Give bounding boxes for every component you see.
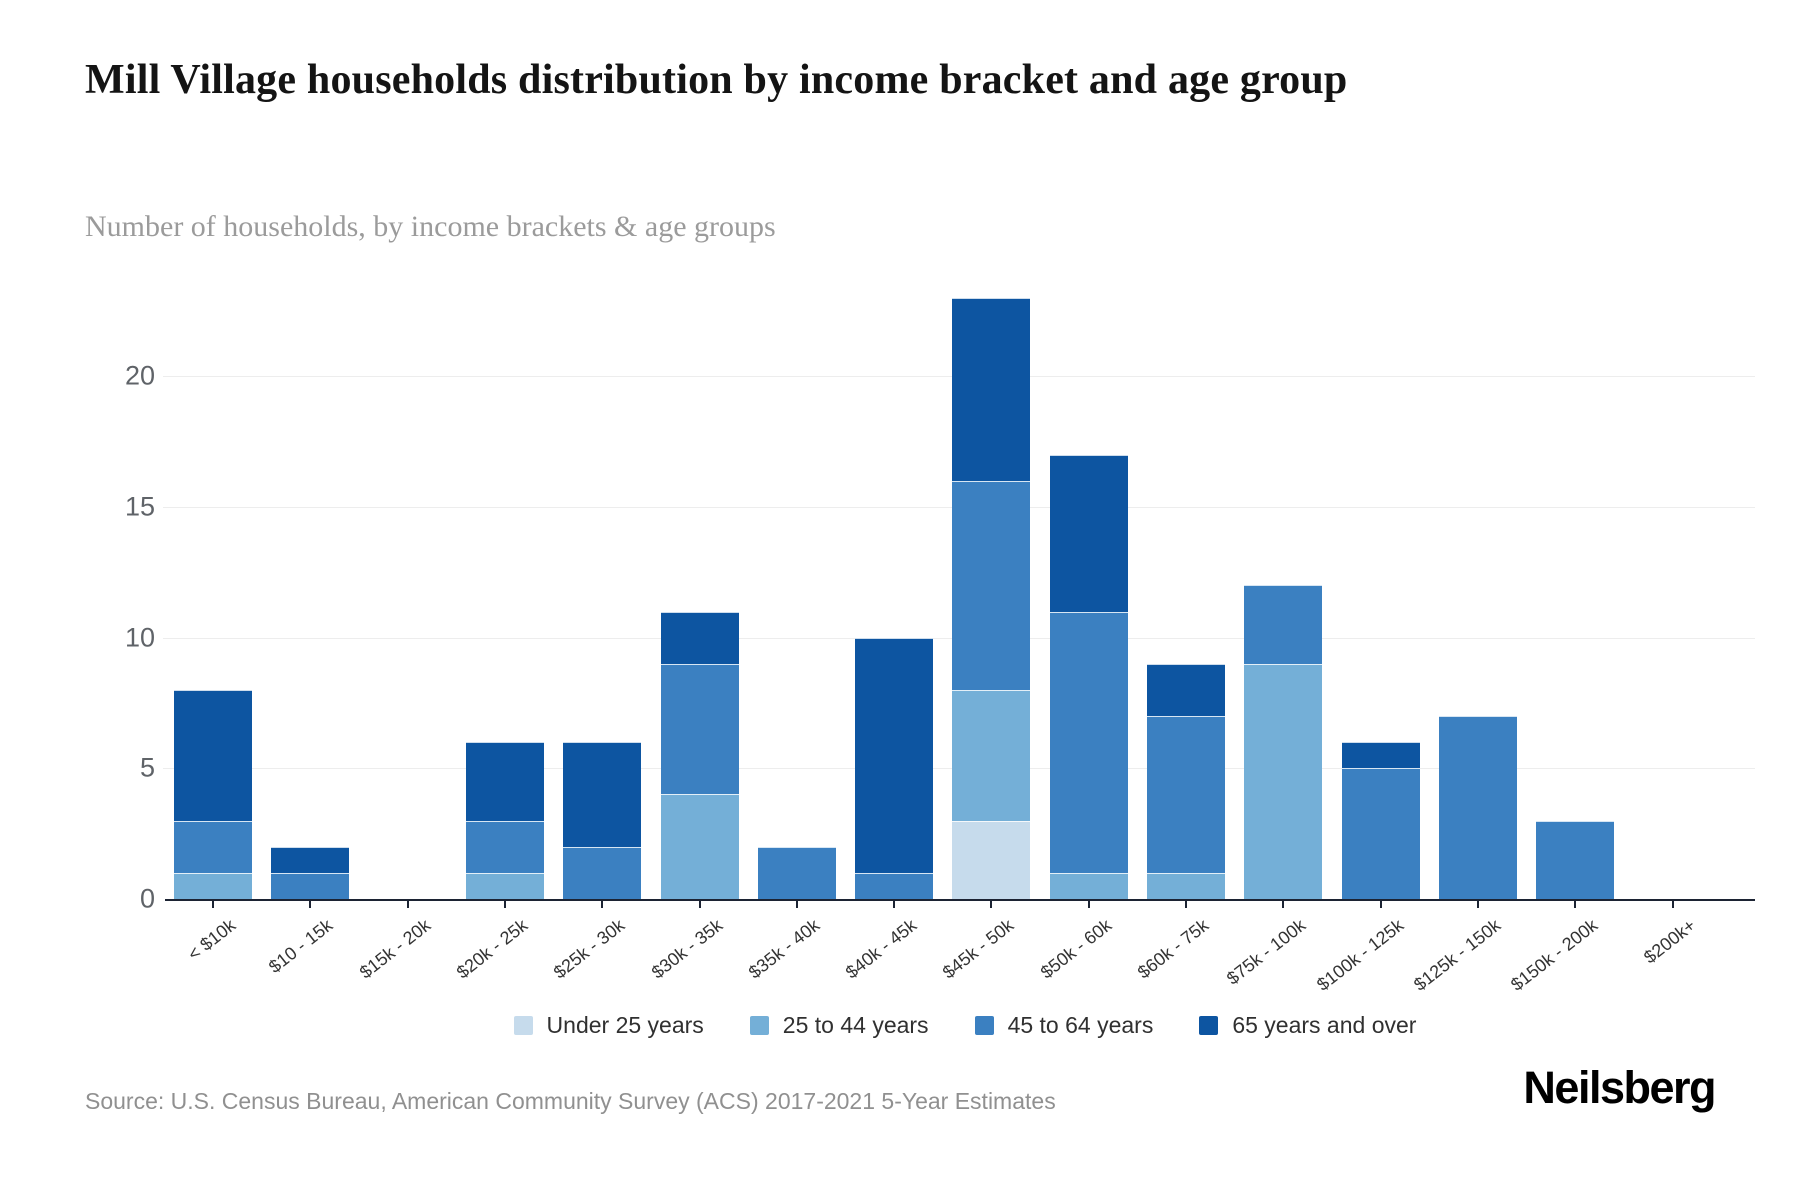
legend-item[interactable]: Under 25 years	[513, 1012, 704, 1039]
legend-swatch	[749, 1016, 769, 1035]
legend-swatch	[974, 1016, 994, 1035]
x-tick	[1671, 901, 1674, 908]
y-tick-label-10: 10	[124, 622, 155, 653]
source-text: Source: U.S. Census Bureau, American Com…	[85, 1088, 1056, 1114]
x-tick-label: $50k - 60k	[1036, 915, 1116, 983]
bar-segment[interactable]	[1244, 585, 1323, 664]
x-tick-label: < $10k	[184, 915, 240, 965]
x-tick-label: $125k - 150k	[1409, 915, 1505, 995]
legend-swatch	[1199, 1016, 1219, 1035]
legend-swatch	[513, 1016, 533, 1035]
x-tick-label: $75k - 100k	[1223, 915, 1310, 989]
legend: Under 25 years 25 to 44 years 45 to 64 yea…	[175, 1012, 1755, 1039]
bar-segment[interactable]	[660, 663, 739, 795]
legend-label: 65 years and over	[1232, 1012, 1417, 1038]
bar-segment[interactable]	[271, 872, 350, 899]
bar-segment[interactable]	[952, 689, 1031, 821]
x-tick	[1476, 901, 1479, 908]
bar-segment[interactable]	[563, 742, 642, 847]
bar-segment[interactable]	[271, 846, 350, 873]
x-tick	[795, 901, 798, 908]
x-tick	[1379, 901, 1382, 908]
legend-label: Under 25 years	[546, 1012, 704, 1038]
bar-segment[interactable]	[1244, 663, 1323, 899]
bar-segment[interactable]	[174, 872, 252, 899]
x-tick	[406, 901, 409, 908]
x-tick-label: $150k - 200k	[1507, 915, 1602, 995]
x-tick	[893, 901, 896, 908]
y-tick-label-20: 20	[124, 360, 155, 391]
bar-segment[interactable]	[465, 872, 544, 899]
x-tick-label: $10 - 15k	[265, 915, 337, 977]
bar-segment[interactable]	[174, 689, 252, 821]
bar-segment[interactable]	[855, 872, 934, 899]
x-tick	[1087, 901, 1090, 908]
bar-segment[interactable]	[1049, 872, 1128, 899]
x-tick-label: $30k - 35k	[647, 915, 726, 983]
y-tick-label-15: 15	[124, 491, 155, 522]
x-tick-label: $25k - 30k	[549, 915, 629, 983]
y-tick-label-0: 0	[139, 883, 155, 914]
x-tick	[212, 901, 214, 908]
bar-segment[interactable]	[1147, 872, 1225, 899]
x-tick-label: $15k - 20k	[355, 915, 434, 983]
x-tick-label: $45k - 50k	[939, 915, 1018, 983]
x-tick	[1282, 901, 1285, 908]
x-axis-line	[165, 899, 1755, 901]
x-tick	[309, 901, 312, 908]
x-tick	[698, 901, 701, 908]
x-tick-label: $20k - 25k	[452, 915, 532, 983]
y-tick-label-5: 5	[139, 752, 155, 783]
bar-segment[interactable]	[1341, 768, 1420, 899]
bar-segment[interactable]	[465, 820, 544, 873]
x-tick-label: $100k - 125k	[1312, 915, 1407, 995]
page-subtitle: Number of households, by income brackets…	[85, 210, 776, 243]
legend-item[interactable]: 65 years and over	[1199, 1012, 1416, 1039]
x-tick-label: $200k+	[1639, 915, 1699, 968]
bar-segment[interactable]	[1147, 663, 1225, 717]
x-tick-label: $35k - 40k	[744, 915, 824, 983]
bar-segment[interactable]	[952, 480, 1031, 690]
bar-segment[interactable]	[1147, 716, 1225, 873]
bar-segment[interactable]	[563, 846, 642, 899]
x-tick	[990, 901, 993, 908]
x-tick-label: $40k - 45k	[841, 915, 921, 983]
bar-segment[interactable]	[757, 846, 836, 899]
bar-segment[interactable]	[952, 820, 1031, 899]
bar-segment[interactable]	[855, 637, 934, 873]
legend-item[interactable]: 25 to 44 years	[749, 1012, 929, 1039]
bar-segment[interactable]	[465, 742, 544, 821]
brand-logo: Neilsberg	[1523, 1062, 1716, 1113]
x-tick	[1574, 901, 1577, 908]
bar-segment[interactable]	[660, 611, 739, 664]
bar-segment[interactable]	[174, 820, 252, 873]
legend-item[interactable]: 45 to 64 years	[974, 1012, 1154, 1039]
x-tick	[503, 901, 506, 908]
x-tick	[601, 901, 604, 908]
x-tick-label: $60k - 75k	[1133, 915, 1213, 983]
bar-segment[interactable]	[1049, 611, 1128, 873]
legend-label: 25 to 44 years	[782, 1012, 929, 1038]
bar-segment[interactable]	[1438, 716, 1517, 899]
bar-segment[interactable]	[952, 298, 1031, 481]
x-tick	[1185, 901, 1187, 908]
bar-segment[interactable]	[1049, 454, 1128, 612]
legend-label: 45 to 64 years	[1007, 1012, 1154, 1038]
bar-segment[interactable]	[660, 794, 739, 899]
page-title: Mill Village households distribution by …	[85, 57, 1348, 103]
bar-segment[interactable]	[1536, 820, 1615, 899]
bar-segment[interactable]	[1341, 742, 1420, 769]
